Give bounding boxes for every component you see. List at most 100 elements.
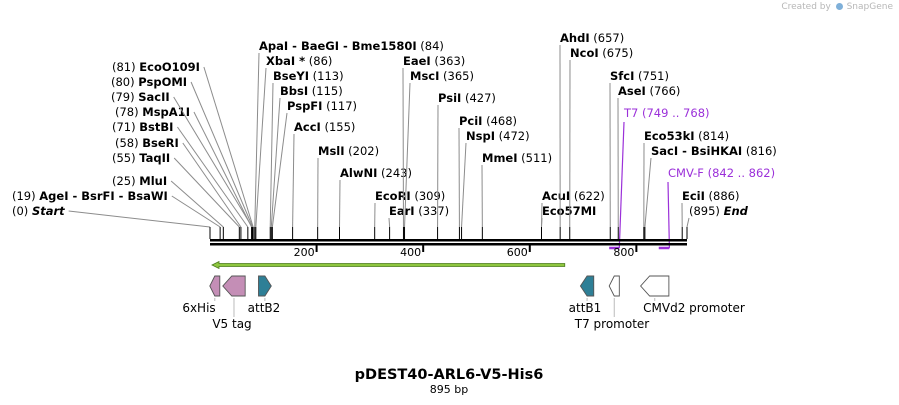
feature-t7-promoter: T7 promoter (574, 275, 650, 331)
site-name: AcuI (542, 189, 570, 203)
site-label: (78) MspA1I (115, 105, 190, 119)
site-position: (202) (345, 144, 380, 158)
ruler-tick-label: 200 (294, 246, 315, 259)
site-position: (55) (112, 151, 139, 165)
orf (211, 260, 566, 270)
site-saci-bsihkai: SacI - BsiHKAI (816) (644, 144, 777, 239)
site-name: PspOMI (138, 75, 187, 89)
site-position: (58) (115, 136, 142, 150)
ruler-tick-label: 800 (613, 246, 634, 259)
credit-prefix: Created by (781, 2, 831, 12)
site-label: (55) TaqII (112, 151, 170, 165)
site-position: (19) (12, 189, 39, 203)
site-mmei: MmeI (511) (481, 151, 552, 239)
site-pspfi: PspFI (117) (271, 99, 357, 239)
site-name: Eco53kI (644, 129, 695, 143)
site-name: BseYI (273, 69, 309, 83)
site-label: AlwNI (243) (340, 166, 412, 180)
backbone (210, 239, 687, 246)
ruler-tick-label: 400 (400, 246, 421, 259)
site-eco57mi: Eco57MI (541, 204, 596, 239)
site-label: PciI (468) (459, 114, 517, 128)
site-position: (751) (634, 69, 669, 83)
primer-name: CMV-F (668, 166, 704, 180)
site-connector (388, 217, 391, 228)
ruler: 200 400 600 800 (294, 245, 638, 259)
site-name: AgeI - BsrFI - BsaWI (39, 189, 168, 203)
site-label: NcoI (675) (570, 46, 633, 60)
site-label: XbaI * (86) (266, 54, 332, 68)
feature-label: attB2 (248, 301, 281, 315)
site-connector (203, 66, 254, 228)
site-position: (84) (417, 39, 444, 53)
feature-arrow (222, 275, 246, 297)
site-label: (19) AgeI - BsrFI - BsaWI (12, 189, 168, 203)
site-label: AccI (155) (294, 120, 355, 134)
feature-label: attB1 (569, 301, 602, 315)
snapgene-credit: Created by SnapGene (781, 2, 893, 12)
site-name: TaqII (139, 151, 170, 165)
site-ncoi: NcoI (675) (569, 46, 633, 239)
feature-arrow (608, 275, 620, 297)
site-label: BseYI (113) (273, 69, 344, 83)
site-acci: AccI (155) (292, 120, 355, 239)
site-name: EaeI (403, 54, 431, 68)
site-name: MslI (318, 144, 345, 158)
primer-name: T7 (623, 106, 638, 120)
site-msli: MslI (202) (317, 144, 380, 239)
feature-label: T7 promoter (574, 317, 650, 331)
site-position: (337) (415, 204, 450, 218)
site-position: (117) (322, 99, 357, 113)
site-position: (816) (742, 144, 777, 158)
site-name: MmeI (482, 151, 518, 165)
site-name: NcoI (570, 46, 599, 60)
site-bseri: (58) BseRI (115, 136, 242, 239)
site-position: (886) (705, 189, 740, 203)
site-asei: AseI (766) (617, 84, 680, 239)
site-position: (766) (646, 84, 681, 98)
site-name: MspA1I (142, 105, 190, 119)
site-label: EarI (337) (389, 204, 449, 218)
site-pspomi: (80) PspOMI (111, 75, 254, 239)
site-connector (182, 142, 242, 228)
plasmid-length: 895 bp (430, 383, 468, 396)
site-label: AseI (766) (618, 84, 680, 98)
site-label: AcuI (622) (542, 189, 605, 203)
feature-arrow (258, 275, 272, 297)
site-name: EciI (682, 189, 705, 203)
site-name: SfcI (610, 69, 634, 83)
site-bseyi: BseYI (113) (269, 69, 344, 239)
site-name: AhdI (560, 31, 590, 45)
feature-6xhis: 6xHis (182, 275, 221, 315)
site-label: BbsI (115) (280, 84, 343, 98)
site-label: Eco53kI (814) (644, 129, 729, 143)
primer-label: T7 (749 .. 768) (623, 106, 710, 120)
site-connector (644, 157, 652, 228)
site-name: Start (32, 204, 65, 218)
primer-label: CMV-F (842 .. 862) (668, 166, 775, 180)
site-taqii: (55) TaqII (112, 151, 240, 239)
site-start: (0) Start (12, 204, 211, 239)
feature-label: V5 tag (212, 317, 251, 331)
site-connector (269, 82, 274, 228)
site-label: (25) MluI (112, 174, 167, 188)
feature-arrow (209, 275, 221, 297)
site-agei-bsrfi-bsawi: (19) AgeI - BsrFI - BsaWI (12, 189, 221, 239)
backbone-strand-top (210, 239, 687, 242)
site-connector (404, 82, 411, 228)
site-name: MluI (139, 174, 167, 188)
site-position: (365) (439, 69, 474, 83)
site-label: (71) BstBI (112, 120, 173, 134)
site-position: (427) (461, 91, 496, 105)
site-mlui: (25) MluI (112, 174, 224, 239)
site-label: PspFI (117) (287, 99, 357, 113)
site-label: MscI (365) (410, 69, 474, 83)
feature-v5-tag: V5 tag (212, 275, 252, 331)
site-label: (79) SacII (111, 90, 170, 104)
primers: T7 (749 .. 768) CMV-F (842 .. 862) (609, 106, 775, 250)
site-name: BseRI (142, 136, 179, 150)
primer-range: (842 .. 862) (704, 166, 775, 180)
site-connector (170, 180, 224, 228)
site-pcii: PciI (468) (458, 114, 517, 239)
primer-cmv-f: CMV-F (842 .. 862) (658, 166, 775, 250)
